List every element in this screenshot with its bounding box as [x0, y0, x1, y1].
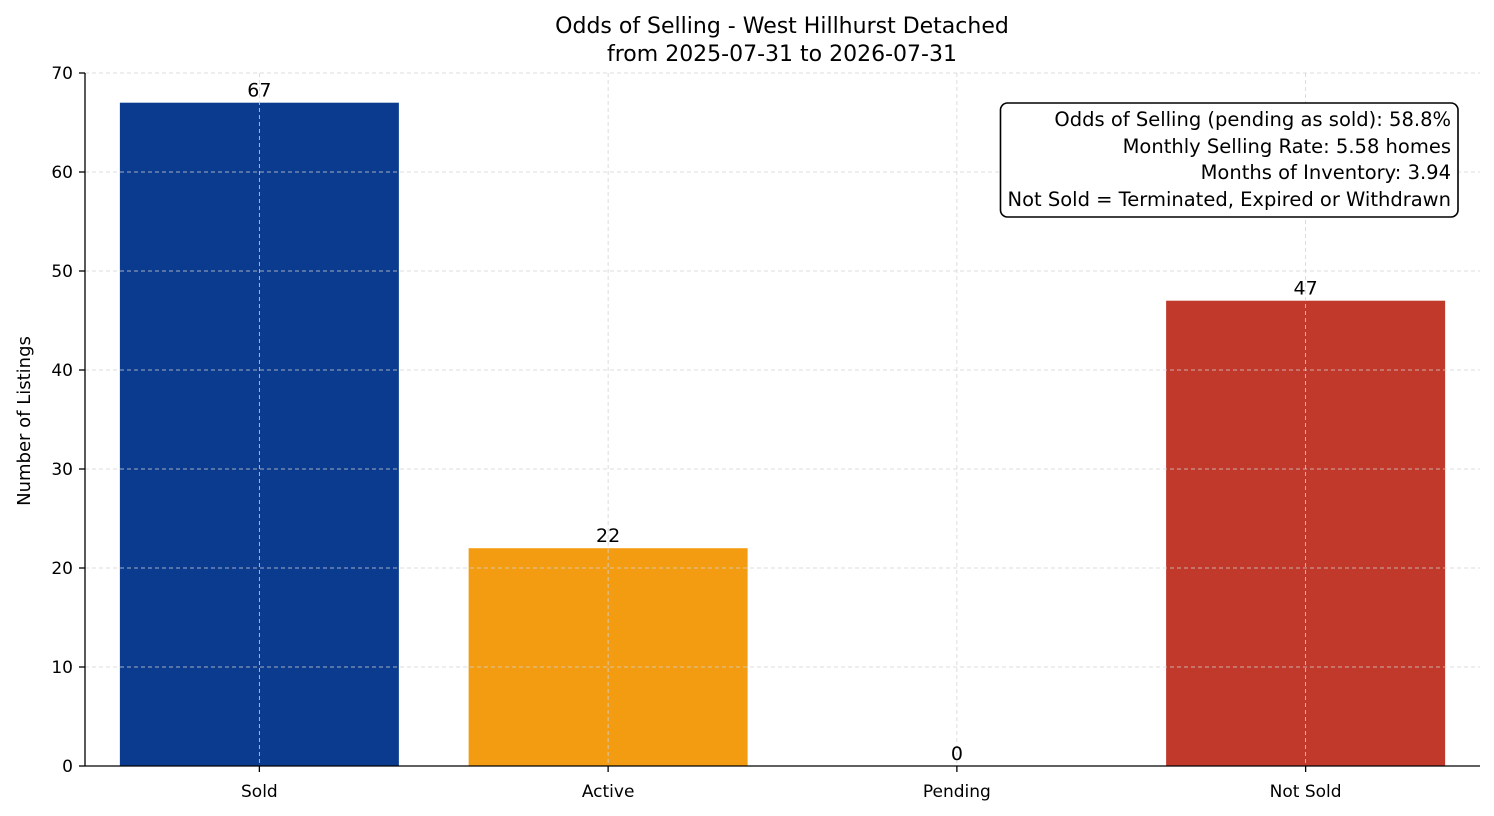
x-tick-label: Pending: [923, 782, 991, 802]
chart-subtitle: from 2025-07-31 to 2026-07-31: [607, 42, 957, 67]
annotation-frame: [999, 102, 1459, 218]
y-tick-label: 30: [51, 460, 73, 480]
chart-title: Odds of Selling - West Hillhurst Detache…: [555, 14, 1009, 39]
y-tick-label: 40: [51, 361, 73, 381]
x-tick-label: Active: [582, 782, 635, 802]
x-tick-label: Not Sold: [1270, 782, 1342, 802]
annotation-line-inventory: Months of Inventory: 3.94: [1201, 161, 1451, 184]
y-tick-label: 20: [51, 559, 73, 579]
y-axis-label: Number of Listings: [14, 336, 35, 506]
bar-not-sold: [1166, 300, 1446, 766]
annotation-box: Odds of Selling (pending as sold): 58.8%…: [999, 102, 1459, 218]
y-tick-label: 70: [51, 64, 73, 84]
data-label-sold: 67: [247, 80, 271, 102]
y-tick-label: 50: [51, 262, 73, 282]
y-tick-label: 0: [62, 757, 73, 777]
data-label-active: 22: [596, 525, 620, 547]
y-tick-label: 10: [51, 658, 73, 678]
axis-layer: 0 10 20 30 40 50 60 70 Sold Active Pending Not Sold: [51, 64, 1480, 802]
y-tick-label: 60: [51, 163, 73, 183]
annotation-line-odds: Odds of Selling (pending as sold): 58.8%: [1054, 108, 1451, 131]
x-tick-label: Sold: [241, 782, 278, 802]
annotation-line-selling-rate: Monthly Selling Rate: 5.58 homes: [1123, 135, 1451, 158]
data-label-layer: 67 22 0 47: [247, 80, 1317, 765]
data-label-not-sold: 47: [1294, 278, 1318, 300]
annotation-line-not-sold-definition: Not Sold = Terminated, Expired or Withdr…: [1007, 188, 1451, 211]
data-label-pending: 0: [951, 743, 963, 765]
